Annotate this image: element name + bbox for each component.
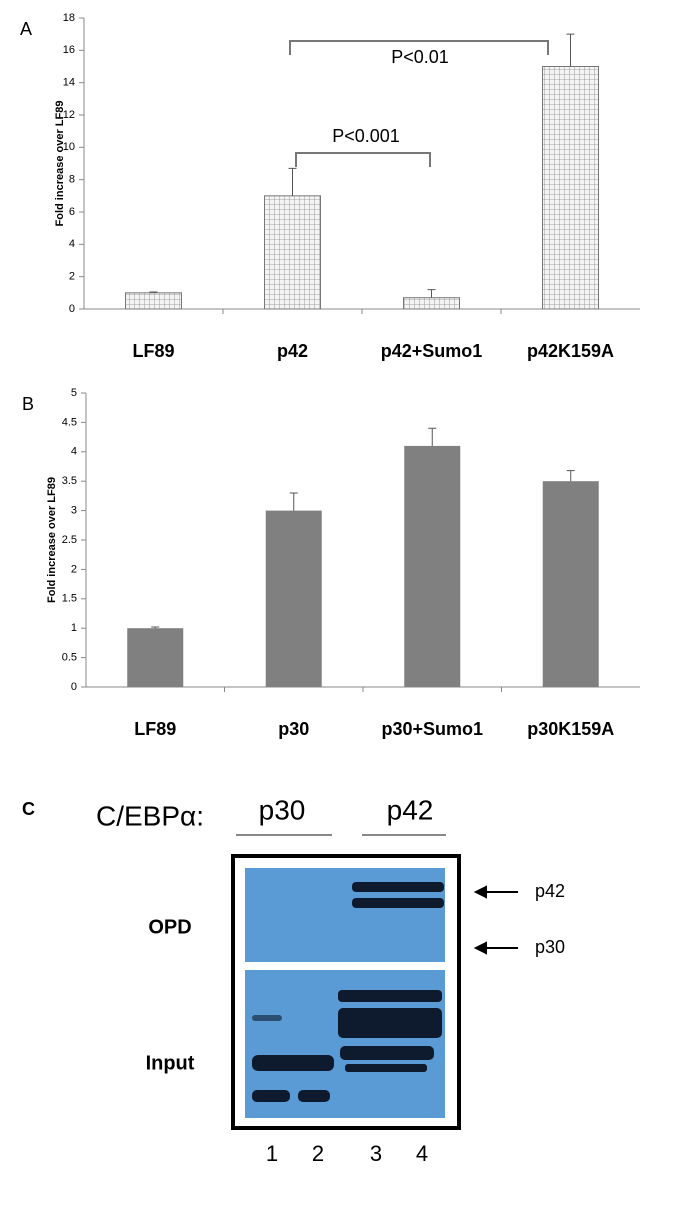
y-tick-label: 3.5 bbox=[62, 475, 77, 487]
y-tick-label: 12 bbox=[63, 109, 75, 121]
annotation: P<0.01 bbox=[391, 47, 449, 67]
x-tick-label: p42K159A bbox=[527, 341, 614, 361]
arrow-label: p30 bbox=[535, 937, 565, 957]
row-label: OPD bbox=[148, 916, 191, 938]
x-tick-label: p30K159A bbox=[527, 719, 614, 739]
y-tick-label: 8 bbox=[69, 174, 75, 186]
y-tick-label: 5 bbox=[71, 387, 77, 399]
error-bar bbox=[289, 492, 298, 511]
error-bar bbox=[151, 626, 160, 629]
y-axis-label: Fold increase over LF89 bbox=[54, 101, 66, 227]
error-bar bbox=[566, 470, 575, 482]
error-bar bbox=[428, 427, 437, 446]
y-axis-label: Fold increase over LF89 bbox=[46, 477, 58, 603]
y-tick-label: 18 bbox=[63, 12, 75, 24]
protein-label: C/EBPα: bbox=[96, 800, 204, 831]
bar bbox=[264, 195, 321, 310]
x-tick-label: LF89 bbox=[134, 719, 176, 739]
y-tick-label: 2 bbox=[71, 563, 77, 575]
error-bar bbox=[566, 33, 575, 67]
error-bar bbox=[427, 289, 436, 298]
y-tick-label: 1 bbox=[71, 622, 77, 634]
y-tick-label: 0 bbox=[71, 681, 77, 693]
bar bbox=[265, 510, 322, 687]
x-tick-label: p42+Sumo1 bbox=[381, 341, 483, 361]
y-tick-label: 0.5 bbox=[62, 652, 77, 664]
panel-label: B bbox=[22, 394, 34, 414]
group-label: p42 bbox=[387, 794, 434, 825]
y-tick-label: 1.5 bbox=[62, 593, 77, 605]
significance-bracket bbox=[289, 40, 549, 55]
bar bbox=[125, 292, 182, 310]
bar bbox=[404, 445, 461, 687]
y-tick-label: 16 bbox=[63, 44, 75, 56]
x-tick-label: p42 bbox=[277, 341, 308, 361]
lane-label: 4 bbox=[416, 1141, 428, 1166]
y-tick-label: 0 bbox=[69, 303, 75, 315]
y-tick-label: 4 bbox=[69, 238, 75, 250]
bands bbox=[252, 882, 444, 1102]
y-tick-label: 4 bbox=[71, 446, 77, 458]
significance-bracket bbox=[295, 152, 431, 167]
y-tick-label: 2 bbox=[69, 271, 75, 283]
error-bar bbox=[149, 291, 158, 293]
y-tick-label: 14 bbox=[63, 77, 75, 89]
annotation: P<0.001 bbox=[332, 126, 400, 146]
bar bbox=[127, 628, 184, 687]
y-tick-label: 3 bbox=[71, 505, 77, 517]
x-tick-label: p30 bbox=[278, 719, 309, 739]
panel-label: C bbox=[22, 799, 35, 819]
lane-label: 1 bbox=[266, 1141, 278, 1166]
row-label: Input bbox=[146, 1052, 195, 1074]
bar bbox=[403, 297, 460, 310]
y-tick-label: 2.5 bbox=[62, 534, 77, 546]
bar bbox=[542, 66, 599, 310]
group-label: p30 bbox=[259, 794, 306, 825]
arrows bbox=[473, 885, 518, 955]
x-tick-label: p30+Sumo1 bbox=[381, 719, 483, 739]
arrow-label: p42 bbox=[535, 881, 565, 901]
y-tick-label: 4.5 bbox=[62, 416, 77, 428]
lane-label: 3 bbox=[370, 1141, 382, 1166]
panel-label: A bbox=[20, 19, 32, 39]
y-tick-label: 10 bbox=[63, 141, 75, 153]
lane-label: 2 bbox=[312, 1141, 324, 1166]
error-bar bbox=[288, 167, 297, 196]
x-tick-label: LF89 bbox=[132, 341, 174, 361]
y-tick-label: 6 bbox=[69, 206, 75, 218]
bar bbox=[542, 481, 599, 687]
